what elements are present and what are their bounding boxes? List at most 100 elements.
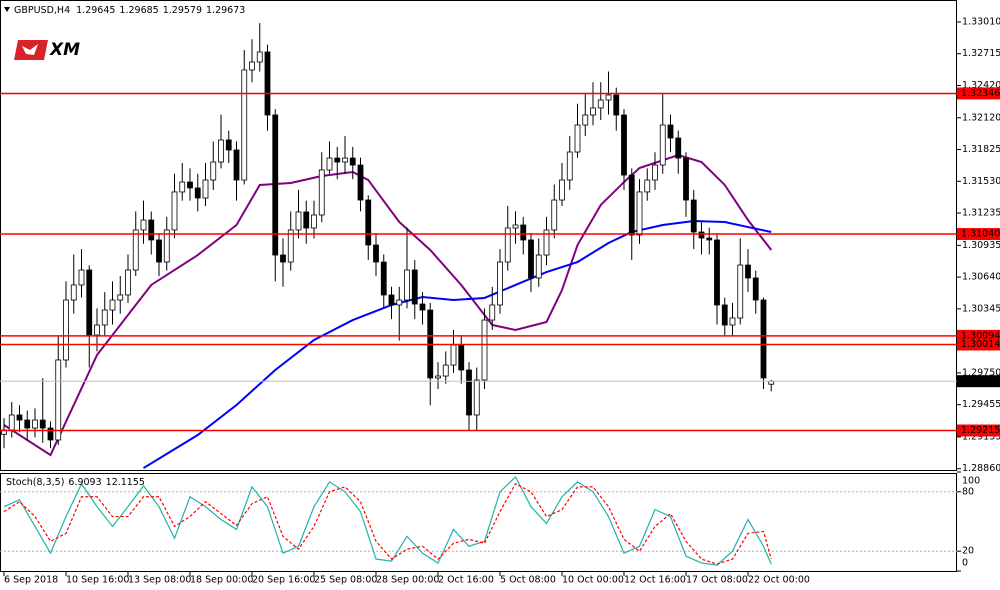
candle-body xyxy=(55,359,62,441)
x-tick-label: 13 Sep 08:00 xyxy=(128,575,191,586)
candle-body xyxy=(241,69,248,181)
candle-body xyxy=(187,181,193,189)
menu-arrow xyxy=(4,7,10,12)
candle-body xyxy=(171,191,178,231)
x-tick-label: 18 Sep 00:00 xyxy=(190,575,253,586)
candle-body xyxy=(690,199,697,233)
candle-body xyxy=(86,269,93,336)
x-tick-label: 5 Oct 08:00 xyxy=(500,575,556,586)
candle-body xyxy=(272,114,279,256)
stoch-line xyxy=(3,475,772,566)
candle-body xyxy=(566,151,573,181)
candle-body xyxy=(101,309,108,326)
candle-body xyxy=(489,304,496,321)
y-tick-label: 1.32715 xyxy=(962,48,1000,59)
candle-body xyxy=(652,164,658,181)
logo-bird xyxy=(22,44,38,55)
y-tick-label: 1.33010 xyxy=(962,16,1000,27)
candle-body xyxy=(249,61,255,71)
candle-body xyxy=(411,269,418,305)
candle-body xyxy=(628,174,635,236)
candle-body xyxy=(559,179,565,201)
candle-body xyxy=(520,224,527,241)
level-label: 1.29215 xyxy=(961,425,1000,436)
candle-body xyxy=(644,179,651,193)
stoch-title: Stoch(8,3,5) xyxy=(6,477,64,488)
candle-body xyxy=(342,157,348,163)
candle-body xyxy=(590,107,596,116)
y-tick-label: 1.32120 xyxy=(962,112,1000,123)
y-tick-label: 1.28860 xyxy=(962,463,1000,474)
candle-body xyxy=(388,294,395,306)
candle-body xyxy=(543,229,550,256)
candle-body xyxy=(179,181,186,193)
candle-body xyxy=(311,214,317,229)
y-tick-label: 1.29455 xyxy=(962,399,1000,410)
current-price-label: 1.29673 xyxy=(961,376,1000,387)
candle-body xyxy=(535,254,542,279)
candle-body xyxy=(605,94,612,101)
candle-body xyxy=(140,219,147,231)
candle-body xyxy=(528,239,534,279)
x-tick-label: 10 Sep 16:00 xyxy=(66,575,129,586)
candle-body xyxy=(551,199,558,231)
candle-body xyxy=(760,299,767,379)
stoch-tick-label: 0 xyxy=(962,558,968,569)
level-box xyxy=(957,338,1000,351)
candle-body xyxy=(326,157,333,171)
candle-body xyxy=(24,419,31,429)
candle-body xyxy=(597,99,604,109)
candle-body xyxy=(745,264,751,279)
candle-body xyxy=(752,277,759,301)
candle-body xyxy=(125,269,131,296)
candle-body xyxy=(47,427,54,441)
candle-body xyxy=(39,419,46,429)
candle-body xyxy=(194,187,201,199)
x-tick-label: 22 Oct 00:00 xyxy=(748,575,810,586)
candle-body xyxy=(233,149,240,181)
y-tick-label: 1.31235 xyxy=(962,208,1000,219)
candle-body xyxy=(659,124,666,166)
logo-text: XM xyxy=(49,40,80,60)
y-tick-label: 1.32420 xyxy=(962,80,1000,91)
candle-body xyxy=(714,239,720,306)
x-tick-label: 10 Oct 00:00 xyxy=(562,575,624,586)
level-label: 1.30094 xyxy=(961,330,1000,341)
close: 1.29673 xyxy=(206,5,245,16)
candle-body xyxy=(729,317,736,326)
y-tick-label: 1.29750 xyxy=(962,367,1000,378)
candle-body xyxy=(450,344,457,366)
candle-body xyxy=(148,219,155,241)
x-tick-label: 12 Oct 16:00 xyxy=(624,575,686,586)
candle-body xyxy=(698,231,705,239)
candle-body xyxy=(156,239,162,263)
candle-body xyxy=(218,139,224,163)
candle-body xyxy=(70,284,77,301)
candle-body xyxy=(458,344,465,371)
level-box xyxy=(957,424,1000,437)
low: 1.29579 xyxy=(163,5,202,16)
candle-body xyxy=(706,237,713,241)
y-tick-label: 1.31825 xyxy=(962,144,1000,155)
candle-body xyxy=(473,379,480,416)
candle-body xyxy=(497,261,503,306)
current-price-box xyxy=(957,375,1000,388)
candle-body xyxy=(667,124,674,139)
high: 1.29685 xyxy=(119,5,158,16)
stoch-tick-label: 80 xyxy=(962,486,974,497)
candle-body xyxy=(373,244,379,263)
candle-body xyxy=(287,229,294,263)
stoch-header: Stoch(8,3,5) 6.9093 12.1155 xyxy=(6,477,145,488)
candle-body xyxy=(683,157,689,201)
candle-body xyxy=(582,114,589,126)
level-label: 1.32346 xyxy=(961,88,1000,99)
candle-body xyxy=(419,303,426,311)
candle-body xyxy=(210,161,217,181)
header: GBPUSD,H4 1.29645 1.29685 1.29579 1.29673 xyxy=(14,5,245,16)
logo: XM xyxy=(14,40,80,60)
candle-body xyxy=(621,114,627,176)
y-tick-label: 1.30345 xyxy=(962,303,1000,314)
candle-body xyxy=(481,319,488,381)
level-label: 1.30014 xyxy=(961,339,1000,350)
x-tick-label: 6 Sep 2018 xyxy=(4,575,58,586)
